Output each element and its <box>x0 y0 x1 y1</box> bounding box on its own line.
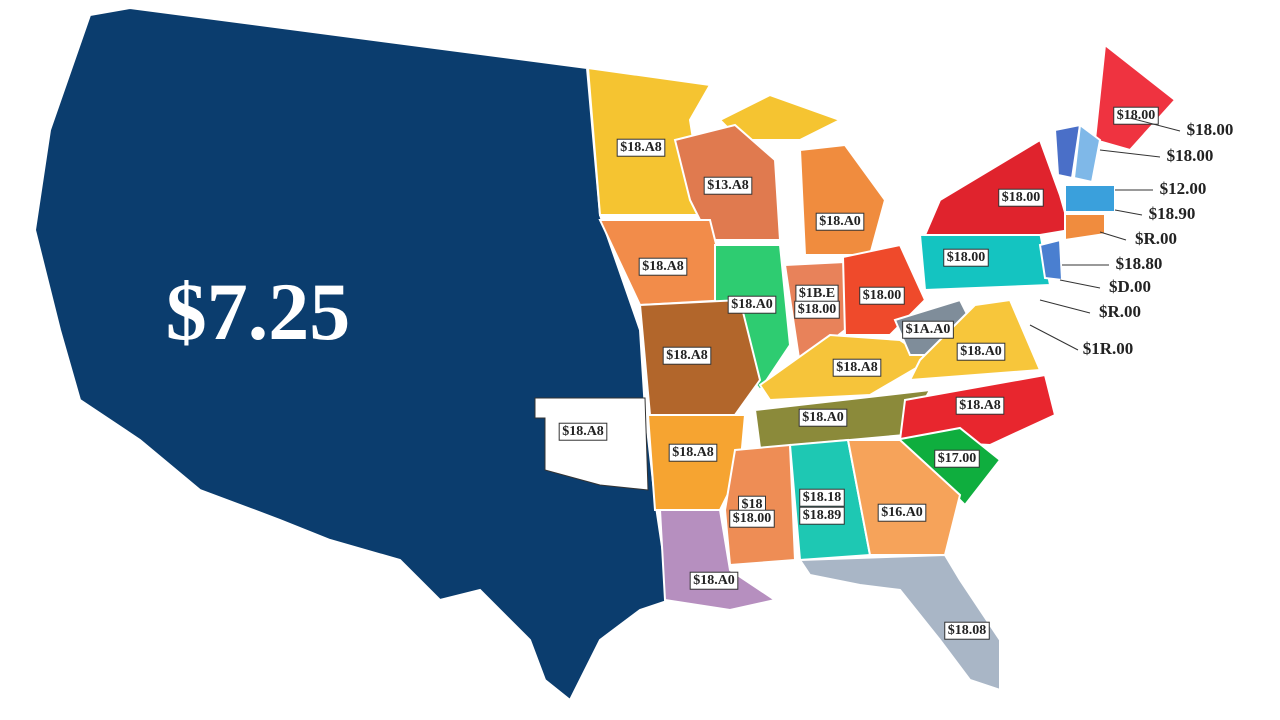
label-box <box>729 509 775 528</box>
state-label: $18.89 <box>803 508 842 523</box>
callout-label: $R.00 <box>1099 302 1141 321</box>
state-label: $18.00 <box>798 302 837 317</box>
state-label: $16.A0 <box>881 505 923 520</box>
new-hampshire <box>1072 123 1102 184</box>
florida <box>798 553 1001 692</box>
callout-label: $1R.00 <box>1083 339 1134 358</box>
west-region <box>33 6 672 702</box>
label-box <box>859 286 905 305</box>
georgia <box>846 439 962 556</box>
callout-label: $18.00 <box>1167 146 1214 165</box>
state-label: $18.A8 <box>642 259 684 274</box>
label-box <box>832 358 882 377</box>
state-label: $17.00 <box>938 451 977 466</box>
state-label: $18.A8 <box>620 140 662 155</box>
callout-label: $18.90 <box>1149 204 1196 223</box>
label-box <box>638 257 688 276</box>
oklahoma <box>534 397 649 491</box>
label-box <box>902 320 954 339</box>
label-box <box>934 449 980 468</box>
callout-labels: $18.00 $18.00 $12.00 $18.90 $R.00 $18.80 $D.00… <box>1029 117 1234 358</box>
callout-line <box>1029 324 1079 351</box>
callout-line <box>1129 117 1181 132</box>
state-label: $18.A0 <box>693 573 735 588</box>
callout-line <box>1099 149 1161 158</box>
callout-label: $12.00 <box>1160 179 1207 198</box>
label-box <box>727 295 777 314</box>
callout-line <box>1099 231 1127 241</box>
main-label: $7.25 <box>166 266 351 357</box>
label-box <box>799 506 845 525</box>
label-box <box>956 342 1006 361</box>
label-box <box>616 138 666 157</box>
label-box <box>798 408 848 427</box>
state-label: $1B.E <box>799 286 835 301</box>
state-label: $13.A8 <box>707 178 749 193</box>
callout-line <box>1039 299 1091 314</box>
michigan <box>798 143 887 256</box>
label-box <box>668 443 718 462</box>
state-label: $18.00 <box>733 511 772 526</box>
state-labels: $18.A8$13.A8$18.A0$18.A8$18.A0$1B.E$18.0… <box>558 106 1159 640</box>
callout-label: $R.00 <box>1135 229 1177 248</box>
label-box <box>662 346 712 365</box>
state-label: $18.A0 <box>802 410 844 425</box>
new-york <box>923 138 1072 236</box>
state-label: $18.A8 <box>836 360 878 375</box>
state-label: $18.00 <box>1002 190 1041 205</box>
connecticut <box>1064 213 1106 242</box>
label-box <box>943 248 989 267</box>
state-label: $18 <box>742 497 763 512</box>
state-label: $18.08 <box>948 623 987 638</box>
state-label: $18.A8 <box>959 398 1001 413</box>
label-box <box>799 488 845 507</box>
state-label: $18.00 <box>863 288 902 303</box>
label-box <box>794 300 840 319</box>
maine <box>1093 43 1177 152</box>
state-label: $18.00 <box>1117 108 1156 123</box>
state-label: $18.A8 <box>562 424 604 439</box>
state-label: $18.A0 <box>960 344 1002 359</box>
callout-line <box>1114 209 1143 216</box>
vermont <box>1053 123 1082 180</box>
label-box <box>703 176 753 195</box>
state-label: $18.A0 <box>819 214 861 229</box>
callout-label: $D.00 <box>1109 277 1151 296</box>
label-box <box>955 396 1005 415</box>
callout-line <box>1059 279 1101 289</box>
label-box <box>944 621 990 640</box>
state-label: $1A.A0 <box>906 322 951 337</box>
label-box <box>815 212 865 231</box>
state-label: $18.A8 <box>672 445 714 460</box>
virginia <box>908 298 1042 382</box>
state-label: $18.18 <box>803 490 842 505</box>
label-box <box>689 571 739 590</box>
state-label: $18.00 <box>947 250 986 265</box>
callout-label: $18.00 <box>1187 120 1234 139</box>
state-label: $18.A8 <box>666 348 708 363</box>
label-box <box>1113 106 1159 125</box>
louisiana <box>658 509 778 612</box>
callout-label: $18.80 <box>1116 254 1163 273</box>
massachusetts <box>1064 184 1116 213</box>
label-box <box>998 188 1044 207</box>
state-label: $18.A0 <box>731 297 773 312</box>
label-box <box>877 503 927 522</box>
label-box <box>558 422 608 441</box>
